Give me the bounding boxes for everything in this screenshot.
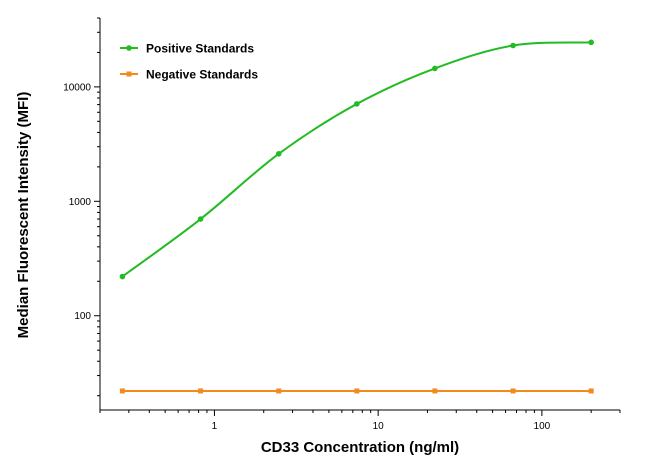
y-tick-label: 100 <box>74 311 91 322</box>
series-negative-standards <box>119 388 594 394</box>
legend-marker <box>126 45 132 51</box>
y-tick-label: 1000 <box>69 197 92 208</box>
negative-standards-point <box>354 388 360 394</box>
legend-marker <box>126 71 132 77</box>
negative-standards-point <box>432 388 438 394</box>
positive-standards-point <box>119 273 126 280</box>
legend-item-negative-standards: Negative Standards <box>120 68 258 82</box>
legend: Positive Standards Negative Standards <box>120 42 258 82</box>
x-axis-title: CD33 Concentration (ng/ml) <box>261 439 459 456</box>
legend-label: Positive Standards <box>146 42 254 56</box>
series-positive-standards <box>119 39 594 280</box>
x-tick-label: 1 <box>212 421 218 432</box>
axes <box>99 18 620 411</box>
positive-standards-point <box>510 42 516 49</box>
positive-standards-point <box>197 216 204 222</box>
negative-standards-point <box>276 388 282 394</box>
x-tick-label: 100 <box>534 421 551 432</box>
negative-standards-point <box>588 388 594 394</box>
x-tick-label: 10 <box>373 421 385 432</box>
negative-standards-point <box>198 388 204 394</box>
y-tick-label: 10000 <box>63 82 91 93</box>
positive-standards-point <box>432 65 438 72</box>
legend-label: Negative Standards <box>146 68 258 82</box>
positive-standards-point <box>588 39 594 46</box>
series <box>119 39 594 394</box>
positive-standards-point <box>354 101 360 107</box>
negative-standards-point <box>119 388 125 394</box>
legend-item-positive-standards: Positive Standards <box>120 42 254 56</box>
ticks: 1 10 100 100 1000 10000 <box>63 17 621 432</box>
negative-standards-point <box>510 388 516 394</box>
positive-standards-point <box>275 151 282 157</box>
y-axis-title: Median Fluorescent Intensity (MFI) <box>15 92 32 339</box>
